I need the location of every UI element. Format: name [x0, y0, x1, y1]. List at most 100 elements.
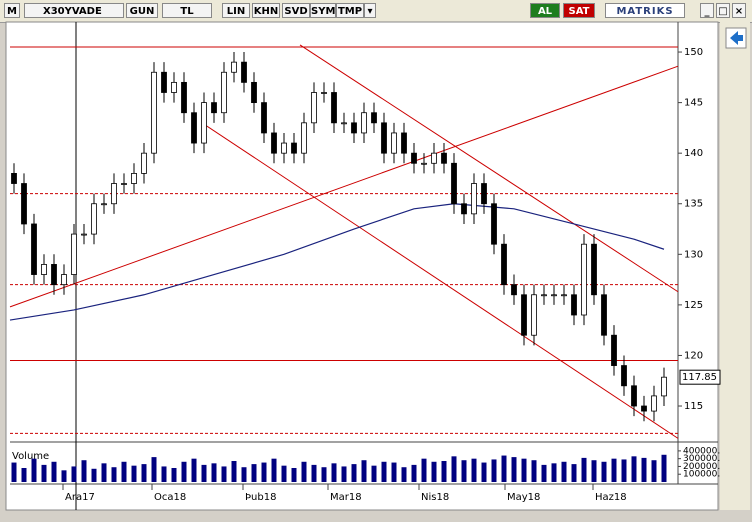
sym-button[interactable]: SYM [310, 3, 336, 18]
candle-body [571, 294, 577, 316]
volume-bar [351, 464, 357, 482]
volume-bar [541, 464, 547, 482]
candle-body [361, 112, 367, 134]
volume-bar [251, 464, 257, 482]
volume-bar [111, 467, 117, 482]
menu-button[interactable]: M [4, 3, 20, 18]
currency-button[interactable]: TL [162, 3, 212, 18]
volume-bar [521, 458, 527, 482]
close-button[interactable]: × [732, 3, 746, 18]
volume-bar [31, 458, 37, 482]
candle-body [121, 183, 127, 185]
candle-body [461, 203, 467, 215]
volume-bar [421, 458, 427, 482]
candle-body [651, 395, 657, 412]
candle-body [561, 294, 567, 297]
moving-average [9, 203, 665, 321]
candle-body [371, 112, 377, 124]
candle-body [281, 142, 287, 154]
candle-body [481, 183, 487, 205]
candle-body [431, 152, 437, 164]
volume-bar [121, 461, 127, 482]
candle-body [641, 405, 647, 412]
y-tick-label: 130 [684, 249, 703, 260]
volume-bar [411, 464, 417, 482]
volume-bar [471, 458, 477, 482]
volume-bar [611, 458, 617, 482]
candle-body [21, 183, 27, 225]
candle-body [351, 122, 357, 134]
volume-bar [91, 468, 97, 482]
symbol-button[interactable]: X30YVADE [24, 3, 124, 18]
volume-bar [661, 454, 667, 482]
volume-bar [241, 467, 247, 482]
trend-line [9, 65, 679, 308]
last-price-label: 117.85 [682, 372, 717, 383]
candle-body [271, 132, 277, 154]
candle-body [611, 334, 617, 366]
candle-body [51, 264, 57, 286]
minimize-button[interactable]: _ [700, 3, 714, 18]
side-panel [720, 22, 750, 510]
y-tick-label: 145 [684, 98, 703, 109]
trend-line [204, 124, 679, 439]
volume-bar [341, 466, 347, 482]
buy-button[interactable]: AL [530, 3, 560, 18]
candle-body [31, 223, 37, 275]
volume-bar [191, 458, 197, 482]
trend-line [299, 44, 679, 293]
volume-tick-label: 200000. [683, 462, 720, 472]
candle-body [91, 203, 97, 235]
volume-bar [311, 464, 317, 482]
x-tick-label: Ara17 [65, 492, 95, 503]
khn-button[interactable]: KHN [252, 3, 280, 18]
svd-button[interactable]: SVD [282, 3, 310, 18]
volume-bar [401, 467, 407, 482]
volume-bar [161, 466, 167, 482]
candle-body [661, 376, 667, 397]
volume-bar [21, 468, 27, 482]
line-button[interactable]: LIN [222, 3, 250, 18]
candle-body [521, 294, 527, 336]
y-tick-label: 120 [684, 350, 703, 361]
candle-body [541, 294, 547, 297]
volume-bar [651, 460, 657, 482]
candle-body [471, 183, 477, 215]
volume-bar [371, 465, 377, 482]
volume-bar [301, 461, 307, 482]
candle-body [581, 243, 587, 316]
y-tick-label: 115 [684, 401, 703, 412]
maximize-button[interactable]: □ [716, 3, 730, 18]
toolbar: M X30YVADE GUN TL LIN KHN SVD SYM TMP ▾ … [0, 0, 752, 23]
volume-tick-label: 400000. [683, 446, 720, 456]
candle-body [511, 284, 517, 296]
volume-bar [431, 461, 437, 482]
volume-bar [451, 456, 457, 482]
candle-body [101, 203, 107, 206]
candle-body [441, 152, 447, 164]
volume-bar [201, 464, 207, 482]
candle-body [531, 294, 537, 336]
candle-body [631, 385, 637, 407]
volume-bar [391, 462, 397, 482]
candle-body [191, 112, 197, 144]
volume-bar [41, 464, 47, 482]
volume-bar [601, 461, 607, 482]
candle-body [151, 71, 157, 154]
candle-body [261, 102, 267, 134]
volume-bar [531, 460, 537, 482]
y-tick-label: 125 [684, 300, 703, 311]
x-tick-label: Mar18 [330, 492, 362, 503]
tmp-button[interactable]: TMP [336, 3, 364, 18]
volume-bar [181, 461, 187, 482]
volume-bar [641, 457, 647, 482]
dropdown-button[interactable]: ▾ [364, 3, 376, 18]
candle-body [391, 132, 397, 154]
period-button[interactable]: GUN [126, 3, 158, 18]
volume-bar [11, 462, 17, 482]
volume-bar [71, 466, 77, 482]
candle-body [401, 132, 407, 154]
volume-tick-label: 300000. [683, 454, 720, 464]
sell-button[interactable]: SAT [563, 3, 595, 18]
